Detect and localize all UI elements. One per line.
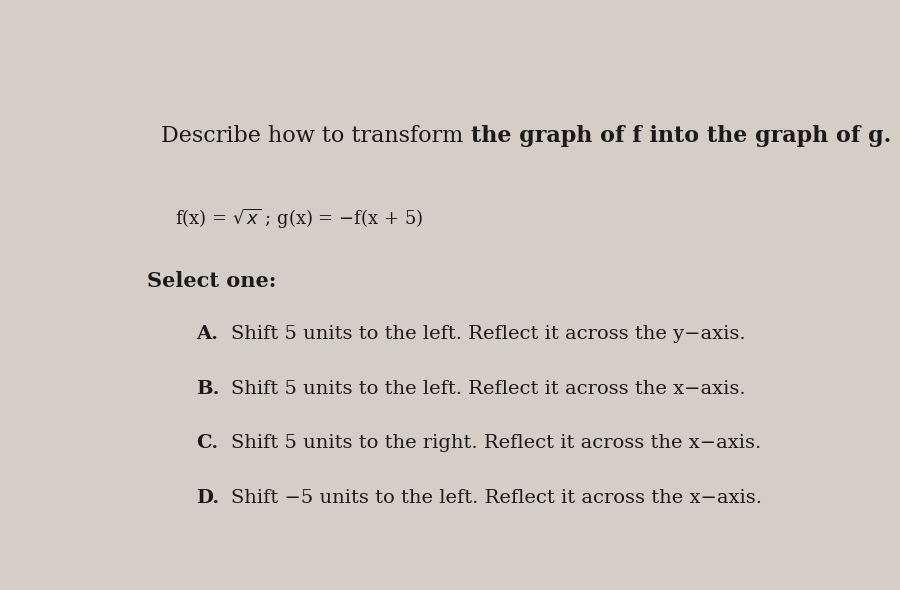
Text: f(x) = $\sqrt{x}$ ; g(x) = $-$f(x + 5): f(x) = $\sqrt{x}$ ; g(x) = $-$f(x + 5): [176, 207, 424, 231]
Text: B.: B.: [196, 380, 220, 398]
Text: Shift 5 units to the left. Reflect it across the y−axis.: Shift 5 units to the left. Reflect it ac…: [231, 325, 746, 343]
Text: C.: C.: [196, 434, 219, 453]
Text: the graph of f into the graph of g.: the graph of f into the graph of g.: [471, 125, 891, 148]
Text: Describe how to transform: Describe how to transform: [161, 125, 471, 148]
Text: Shift 5 units to the right. Reflect it across the x−axis.: Shift 5 units to the right. Reflect it a…: [231, 434, 761, 453]
Text: Shift 5 units to the left. Reflect it across the x−axis.: Shift 5 units to the left. Reflect it ac…: [231, 380, 746, 398]
Text: A.: A.: [196, 325, 218, 343]
Text: Shift −5 units to the left. Reflect it across the x−axis.: Shift −5 units to the left. Reflect it a…: [231, 489, 762, 507]
Text: D.: D.: [196, 489, 220, 507]
Text: Select one:: Select one:: [148, 271, 277, 291]
